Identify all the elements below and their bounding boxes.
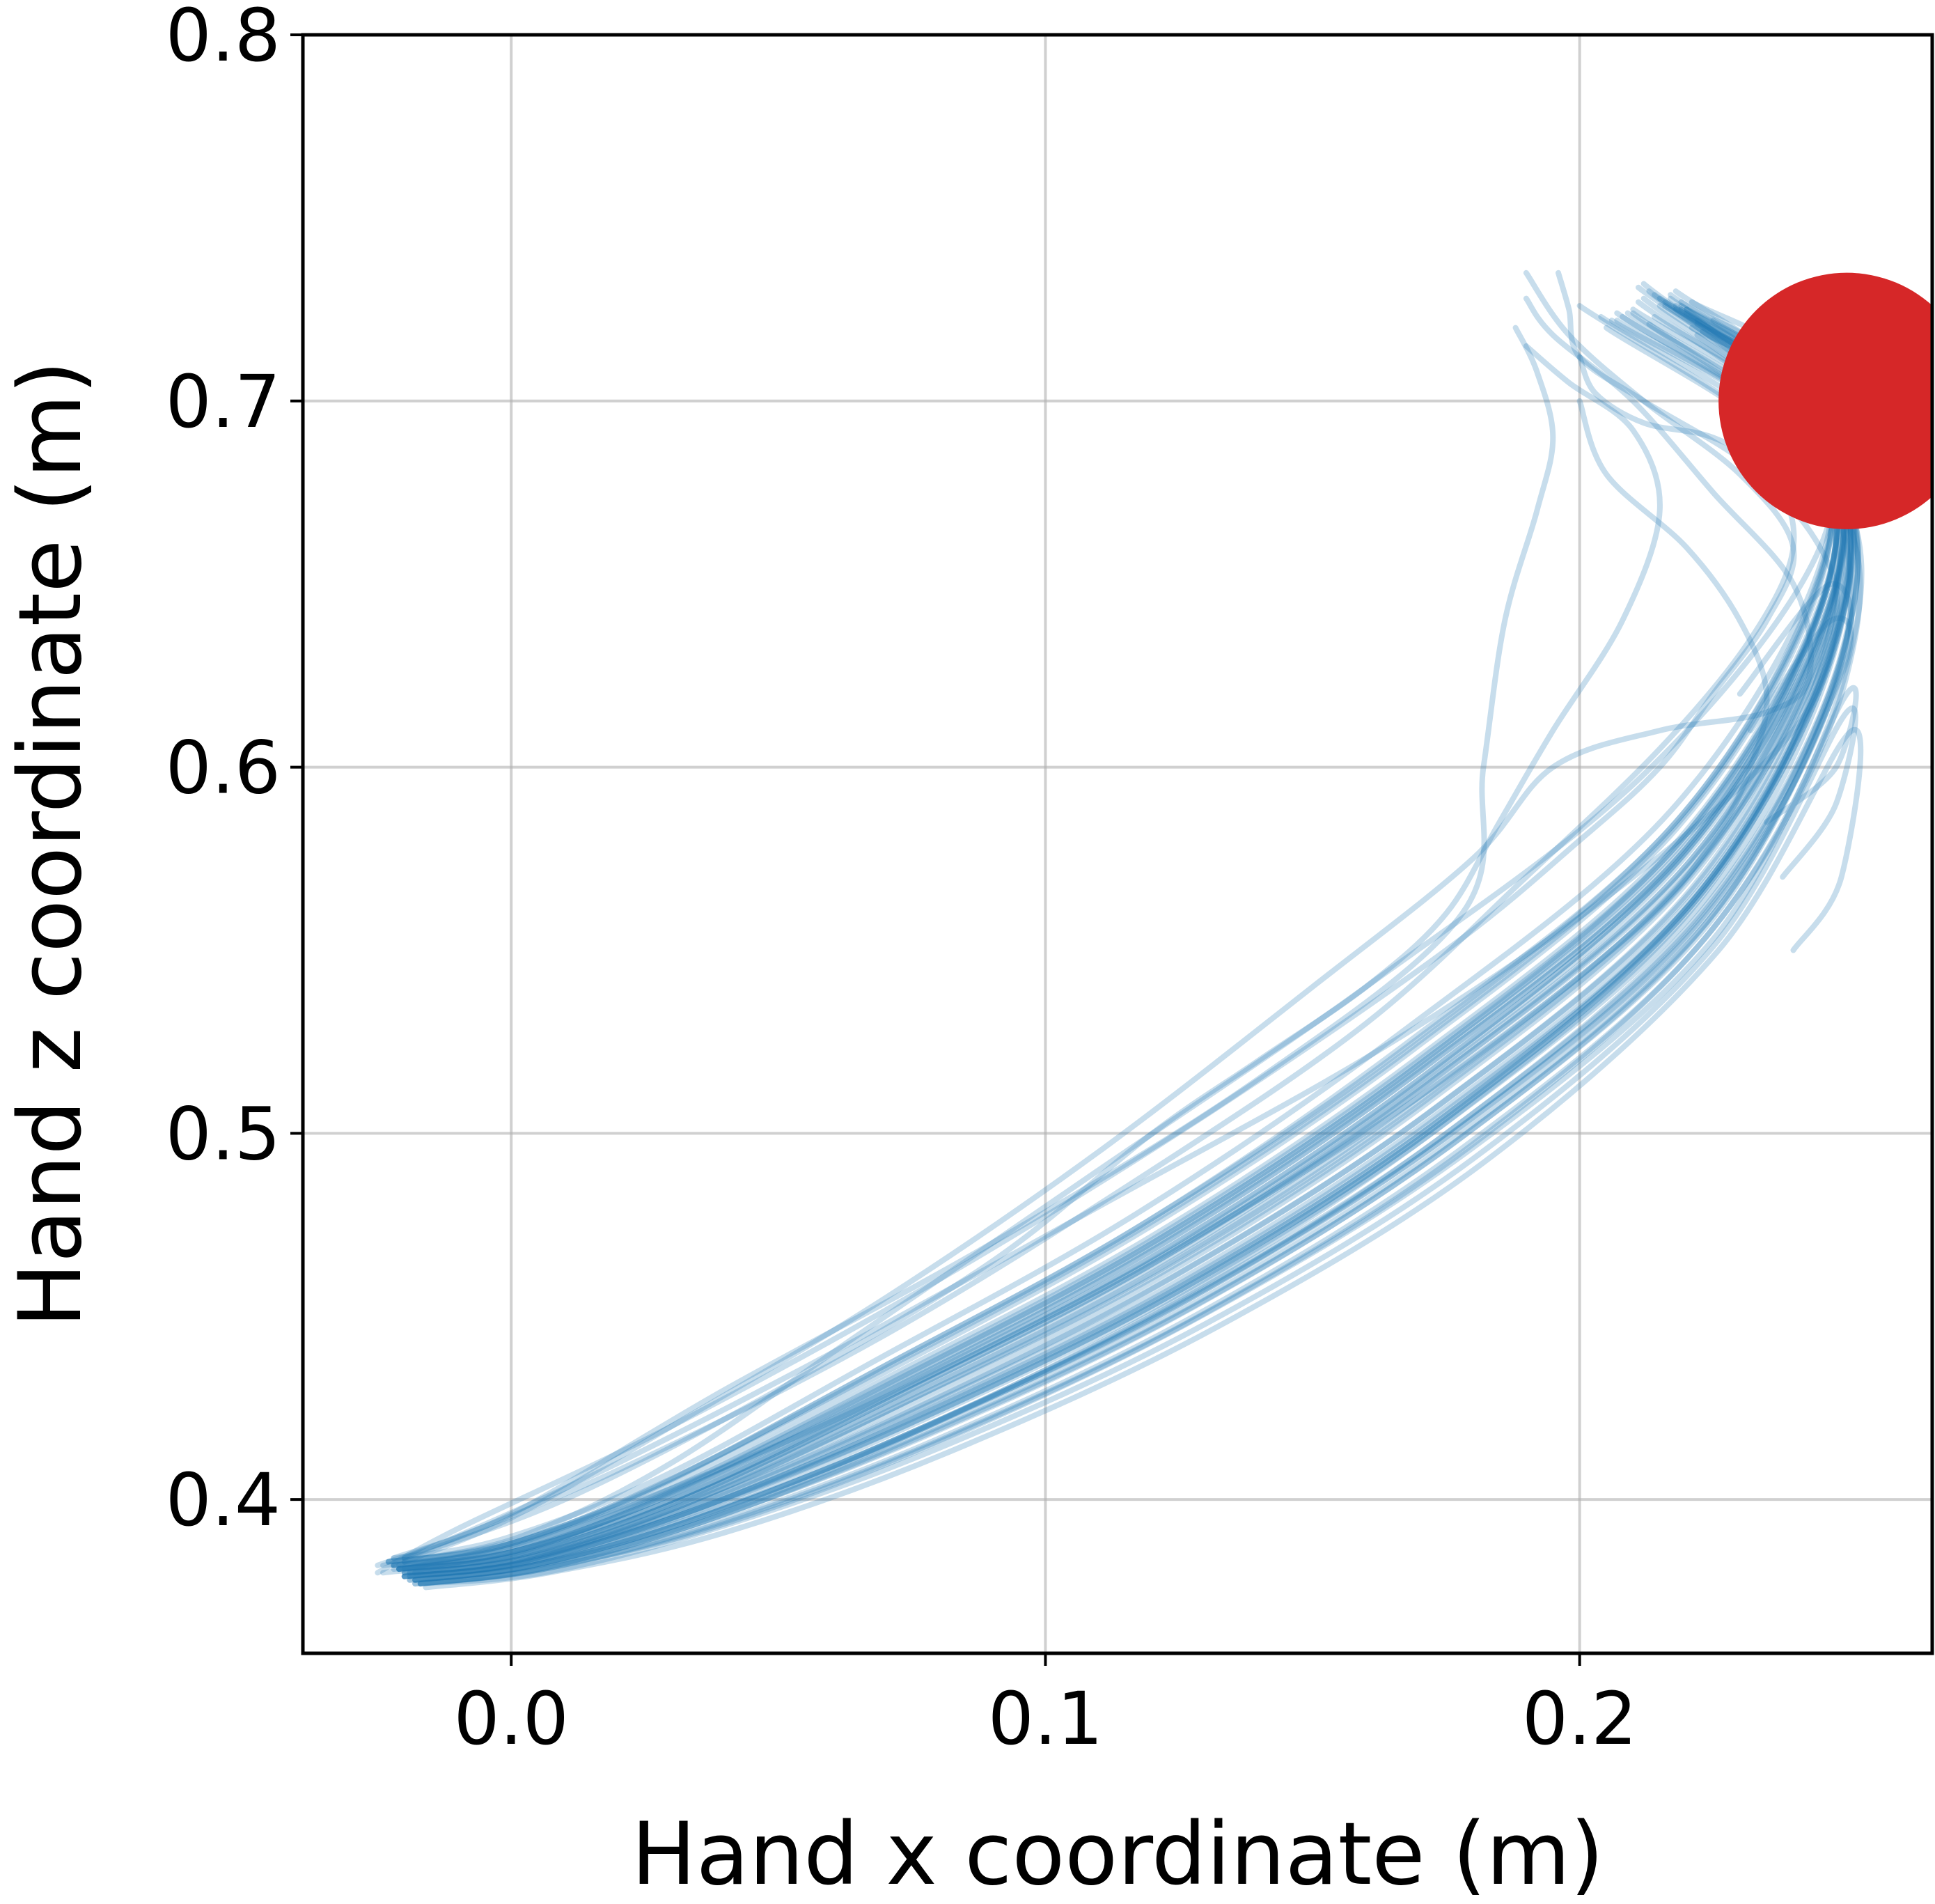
series-group: [375, 270, 1865, 1591]
trajectory-line: [391, 325, 1841, 1568]
trajectory-line: [401, 313, 1854, 1579]
trajectory-line: [412, 615, 1854, 1583]
trajectory-line: [391, 318, 1840, 1568]
trajectory-line: [401, 295, 1854, 1579]
trajectory-line: [412, 310, 1861, 1587]
x-tick-label: 0.1: [988, 1676, 1103, 1761]
trajectory-line: [375, 270, 1797, 1576]
trajectory-line: [396, 318, 1842, 1568]
trajectory-line: [396, 303, 1848, 1573]
trajectory-line: [417, 303, 1863, 1587]
x-axis-label: Hand x coordinate (m): [631, 1804, 1604, 1904]
trajectory-line: [412, 581, 1855, 1587]
y-tick-label: 0.5: [166, 1091, 281, 1176]
target-layer: [1718, 272, 1932, 529]
trajectory-line: [391, 325, 1556, 1561]
trajectory-line: [396, 295, 1847, 1573]
trajectory-line: [380, 328, 1840, 1576]
trajectory-line: [401, 343, 1663, 1561]
trajectory-line: [417, 705, 1858, 1587]
trajectory-line: [407, 313, 1861, 1583]
trajectory-line: [423, 726, 1864, 1591]
grid: [303, 33, 1932, 1653]
plot-frame: [301, 33, 1934, 1655]
trajectory-line: [407, 299, 1854, 1579]
trajectory-line: [417, 313, 1865, 1587]
x-tick-label: 0.2: [1522, 1676, 1637, 1761]
trajectory-line: [412, 281, 1857, 1576]
trajectory-line: [401, 306, 1858, 1579]
trajectory-line: [401, 295, 1814, 1565]
target-circle: [1718, 272, 1932, 529]
trajectory-line: [407, 284, 1851, 1576]
trajectory-line: [412, 318, 1858, 1583]
trajectory-line: [412, 310, 1840, 1583]
trajectory-line: [401, 321, 1854, 1579]
trajectory-line: [396, 306, 1847, 1573]
trajectory-line: [407, 325, 1854, 1579]
trajectory-line: [401, 303, 1847, 1576]
axis-ticks: 0.0 0.1 0.2 0.4 0.5 0.6 0.7 0.8: [166, 0, 1638, 1761]
y-axis-label: Hand z coordinate (m): [1, 361, 101, 1328]
trajectory-line: [412, 318, 1862, 1583]
y-tick-label: 0.6: [166, 726, 281, 811]
x-tick-label: 0.0: [454, 1676, 569, 1761]
y-tick-label: 0.8: [166, 0, 281, 78]
trajectory-line: [401, 354, 1797, 1561]
y-tick-label: 0.4: [166, 1458, 281, 1543]
trajectory-line: [407, 288, 1854, 1576]
trajectory-line: [417, 685, 1859, 1587]
y-tick-label: 0.7: [166, 359, 281, 444]
trajectory-line: [401, 306, 1851, 1576]
trajectory-line: [401, 398, 1770, 1573]
trajectory-line: [375, 270, 1840, 1568]
trajectory-line: [401, 332, 1844, 1579]
trajectory-line: [401, 306, 1847, 1576]
trajectory-line: [407, 310, 1855, 1583]
